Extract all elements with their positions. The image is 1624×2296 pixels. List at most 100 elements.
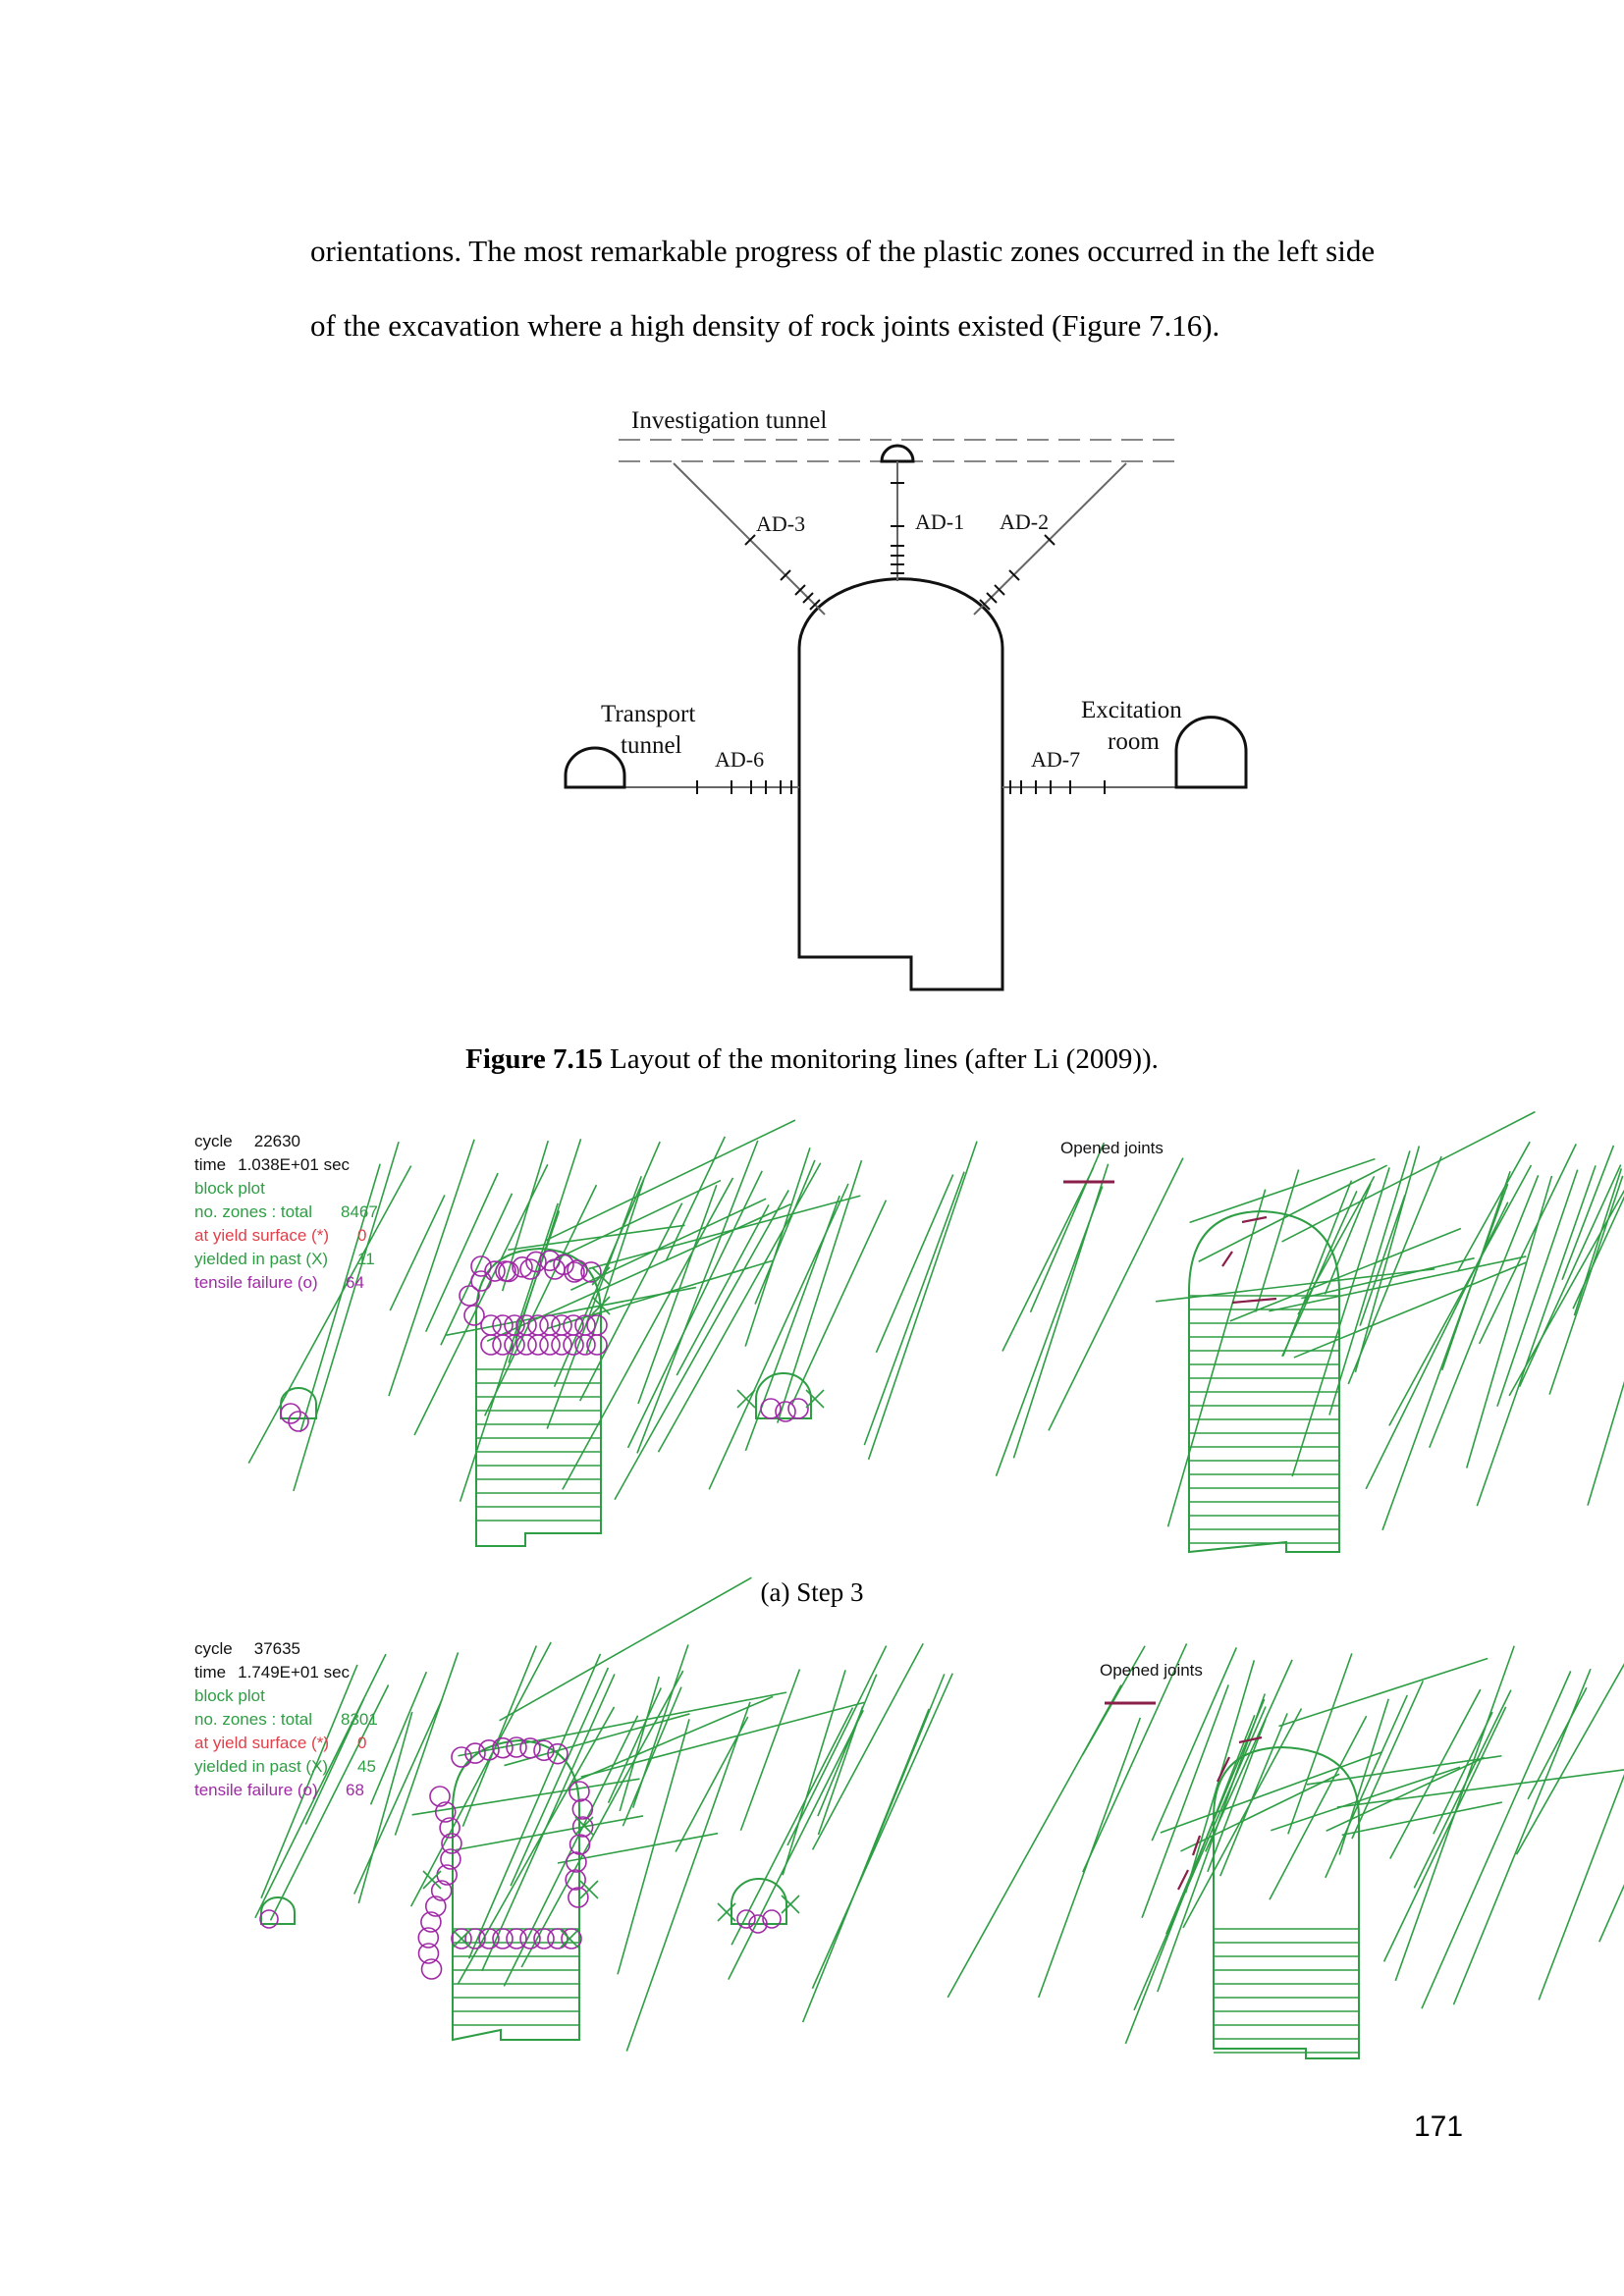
label-room: room <box>1108 728 1160 755</box>
rock-joint <box>557 1832 719 1864</box>
figure-7-15-diagram: Investigation tunnel AD-3 AD-1 AD-2 Tran… <box>564 407 1248 991</box>
rock-joint <box>546 1175 643 1429</box>
caption-text: Layout of the monitoring lines (after Li… <box>602 1043 1159 1075</box>
rock-joint <box>409 1641 552 1907</box>
step4-past: yielded in past (X) 45 <box>194 1757 376 1776</box>
rock-joint <box>1082 1643 1188 1873</box>
rock-joint <box>413 1163 549 1436</box>
rock-joint <box>440 1193 514 1346</box>
label-excitation: Excitation <box>1081 697 1182 723</box>
label-ad3: AD-3 <box>756 511 805 536</box>
rock-joint <box>1269 1715 1368 1900</box>
main-cavern-outline <box>797 577 1004 991</box>
rock-joint <box>1456 1141 1531 1272</box>
tensile-failure-mark <box>568 1781 590 1802</box>
rock-joint <box>520 1670 684 1968</box>
rock-joint <box>786 1645 888 1846</box>
tensile-failure-mark <box>748 1914 768 1934</box>
ad2-tick <box>986 592 998 604</box>
excitation-room-section <box>1174 716 1248 789</box>
rock-joint <box>483 1184 598 1416</box>
opened-joint <box>1221 1251 1233 1267</box>
rock-joint <box>1271 1766 1461 1832</box>
tensile-failure-mark <box>506 1736 527 1758</box>
rock-joint <box>424 1172 499 1333</box>
step4-zones: no. zones : total 8301 <box>194 1710 378 1729</box>
yielded-past-mark <box>574 1816 594 1836</box>
tensile-failure-mark <box>533 1739 555 1762</box>
yielded-past-mark <box>560 1929 579 1949</box>
rock-joint <box>461 1645 538 1827</box>
rock-joint <box>619 1676 661 1812</box>
ad2-line <box>973 462 1127 615</box>
tensile-failure-mark <box>551 1334 572 1356</box>
rock-joint <box>1413 1689 1512 1889</box>
figure-7-15-caption: Figure 7.15 Layout of the monitoring lin… <box>0 1043 1624 1076</box>
rock-joint <box>369 1671 428 1805</box>
tensile-failure-mark <box>451 1746 472 1768</box>
tensile-failure-mark <box>571 1816 594 1838</box>
rock-joint <box>801 1708 930 2023</box>
rock-joint <box>1515 1663 1624 1855</box>
rock-joint <box>1141 1684 1229 1918</box>
rock-joint <box>1012 1163 1110 1459</box>
step4-cycle: cycle 37635 <box>194 1639 300 1658</box>
yielded-past-mark <box>452 1929 471 1949</box>
step3-block-plot: cycle 22630 time 1.038E+01 sec block plot … <box>194 1110 1624 1554</box>
rock-joint <box>1572 1196 1624 1309</box>
rock-joint <box>486 1203 791 1342</box>
rock-joint <box>1573 1168 1623 1316</box>
rock-joint <box>1587 1380 1624 1506</box>
tensile-failure-mark <box>440 1848 461 1870</box>
rock-joint <box>1336 1769 1624 1808</box>
yielded-past-mark <box>422 1870 442 1890</box>
tensile-failure-mark <box>736 1909 756 1929</box>
ad2-tick <box>1044 534 1056 546</box>
rock-joint <box>1347 1155 1442 1385</box>
rock-joint <box>1341 1801 1502 1837</box>
tensile-failure-mark <box>470 1255 492 1277</box>
tensile-failure-mark <box>259 1909 279 1929</box>
rock-joint <box>622 1686 682 1827</box>
rock-joint <box>728 1709 864 1981</box>
investigation-tunnel-section <box>880 444 915 463</box>
rock-joint <box>626 1170 763 1449</box>
transport-tunnel-section <box>564 746 626 789</box>
step3-cavern-outline <box>475 1247 602 1547</box>
yielded-past-mark <box>781 1895 800 1914</box>
rock-joint <box>863 1171 965 1446</box>
step4-time: time 1.749E+01 sec <box>194 1663 351 1682</box>
rock-joint <box>1229 1227 1462 1322</box>
opened-joint <box>1177 1869 1189 1891</box>
tensile-failure-mark <box>495 1260 516 1282</box>
tensile-failure-mark <box>762 1909 782 1929</box>
tensile-failure-mark <box>565 1869 586 1891</box>
rock-joint <box>499 1576 752 1722</box>
tensile-failure-mark <box>439 1817 460 1839</box>
tensile-failure-mark <box>420 1911 442 1933</box>
rock-joint <box>1255 1169 1300 1312</box>
ad2-tick <box>994 584 1005 596</box>
rock-joint <box>1306 1754 1502 1786</box>
step3-transport-tunnel <box>280 1387 317 1419</box>
step3-cycle: cycle 22630 <box>194 1132 300 1150</box>
tensile-failure-mark <box>561 1928 582 1949</box>
rock-joint <box>545 1119 796 1242</box>
tensile-failure-mark <box>504 1334 525 1356</box>
step3-cavern-outline-right <box>1188 1209 1340 1554</box>
rock-joint <box>1389 1688 1482 1859</box>
tensile-failure-mark <box>441 1833 462 1854</box>
tensile-failure-mark <box>586 1334 608 1356</box>
rock-joint <box>1538 1774 1624 2001</box>
rock-joint <box>388 1139 475 1397</box>
rock-joint <box>817 1674 878 1817</box>
rock-joint <box>1182 1708 1303 1929</box>
paragraph-line-2: of the excavation where a high density o… <box>310 308 1220 343</box>
rock-joint <box>1440 1171 1511 1371</box>
rock-joint <box>1269 1255 1527 1312</box>
rock-joint <box>1508 1189 1624 1397</box>
rock-joint <box>411 1778 640 1816</box>
rock-joint <box>1281 1110 1536 1243</box>
yielded-past-mark <box>736 1389 756 1409</box>
tensile-failure-mark <box>470 1270 492 1292</box>
